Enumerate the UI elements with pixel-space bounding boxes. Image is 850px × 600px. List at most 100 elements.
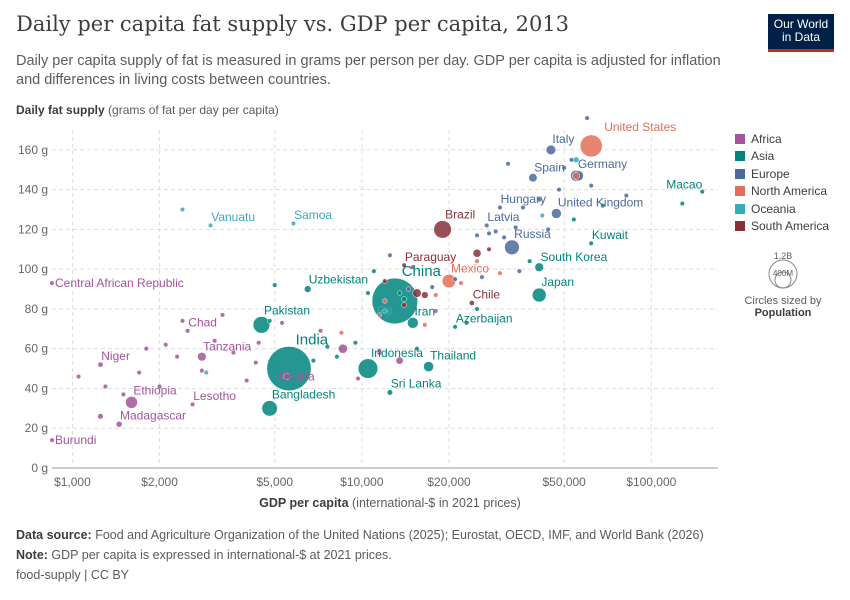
legend-item[interactable]: North America <box>735 183 829 201</box>
point-label: Bangladesh <box>272 388 335 402</box>
data-point <box>376 312 382 318</box>
data-point <box>623 193 629 199</box>
data-point <box>253 360 259 366</box>
y-axis-label-bold: Daily fat supply <box>16 103 105 117</box>
data-point <box>486 230 492 236</box>
data-point <box>179 318 186 324</box>
data-source-label: Data source: <box>16 528 92 542</box>
data-point <box>452 276 458 282</box>
data-point <box>484 222 490 228</box>
data-point <box>304 285 312 293</box>
data-point <box>472 249 482 258</box>
data-point <box>458 280 464 286</box>
legend-item[interactable]: Africa <box>735 130 829 148</box>
data-point <box>355 375 361 382</box>
data-point <box>534 262 544 272</box>
data-point <box>382 308 388 314</box>
data-point <box>433 308 439 314</box>
point-label: Japan <box>541 275 574 289</box>
data-point <box>338 330 344 336</box>
data-point <box>412 288 422 298</box>
data-point <box>421 291 429 299</box>
point-label: Madagascar <box>120 408 186 422</box>
data-point <box>203 370 209 376</box>
legend-item[interactable]: Oceania <box>735 200 829 218</box>
credit[interactable]: food-supply | CC BY <box>16 568 130 582</box>
data-source: Data source: Food and Agriculture Organi… <box>16 528 704 542</box>
data-point <box>505 161 511 167</box>
size-legend-value: Population <box>754 307 812 319</box>
data-point <box>401 262 407 268</box>
data-point <box>365 290 371 296</box>
x-tick-label: $1,000 <box>54 475 91 489</box>
legend-item[interactable]: Asia <box>735 148 829 166</box>
data-point <box>551 208 562 219</box>
point-label: South Korea <box>541 250 608 264</box>
point-label: Sri Lanka <box>391 377 442 391</box>
data-point <box>452 324 458 330</box>
point-label: China <box>402 263 442 280</box>
point-label: Latvia <box>487 210 519 224</box>
data-point <box>588 240 594 246</box>
logo-line-2: in Data <box>781 30 821 44</box>
data-point <box>479 274 485 280</box>
data-point <box>556 187 562 193</box>
legend-label: Asia <box>751 149 775 164</box>
data-point <box>136 370 142 376</box>
legend-swatch <box>735 203 745 214</box>
point-label: Azerbaijan <box>456 312 513 326</box>
data-source-text: Food and Agriculture Organization of the… <box>91 528 704 542</box>
data-point <box>464 320 470 326</box>
legend-item[interactable]: South America <box>735 218 829 236</box>
data-point <box>97 413 104 420</box>
data-point <box>382 298 388 304</box>
point-label: Ethiopia <box>133 383 177 397</box>
data-point <box>474 306 480 312</box>
point-label: Brazil <box>445 208 475 222</box>
legend-item[interactable]: Europe <box>735 165 829 183</box>
data-point <box>179 206 186 213</box>
point-label: Kuwait <box>592 228 629 242</box>
x-axis-label-rest: (international-$ in 2021 prices) <box>348 496 521 510</box>
data-point <box>539 212 545 219</box>
data-point <box>76 373 82 380</box>
data-point <box>207 222 214 228</box>
data-point <box>527 258 533 264</box>
data-point <box>497 270 503 276</box>
data-point <box>256 340 262 346</box>
point-label: Chile <box>473 287 501 301</box>
data-point <box>497 204 503 211</box>
legend-label: South America <box>751 219 830 234</box>
data-point <box>401 296 407 302</box>
data-point <box>579 134 603 158</box>
size-legend-small-label: 400M <box>773 269 793 278</box>
data-point <box>414 346 420 352</box>
data-point <box>699 189 705 195</box>
chart-note-label: Note: <box>16 548 48 562</box>
y-tick-label: 160 g <box>18 143 48 157</box>
data-point <box>49 437 55 443</box>
data-point <box>102 383 108 390</box>
x-tick-label: $5,000 <box>256 475 293 489</box>
data-point <box>279 320 285 326</box>
data-point <box>423 361 434 372</box>
tick-labels: 0 g 20 g 40 g 60 g 80 g 100 g 120 g 140 g 160 g $… <box>18 143 677 489</box>
data-point <box>219 312 226 318</box>
data-point <box>407 317 419 329</box>
point-label: Mexico <box>451 261 489 275</box>
data-point <box>504 239 520 255</box>
legend-swatch <box>735 168 745 179</box>
data-point <box>513 224 519 230</box>
owid-logo[interactable]: Our World in Data <box>768 14 834 52</box>
point-label: Italy <box>552 132 574 146</box>
data-point <box>531 287 547 303</box>
x-axis-label-bold: GDP per capita <box>259 496 349 510</box>
data-point <box>493 228 499 234</box>
data-point <box>536 197 542 203</box>
legend-swatch <box>735 133 745 144</box>
data-point <box>422 322 428 328</box>
point-label: United States <box>604 120 676 134</box>
data-point <box>199 368 205 374</box>
x-tick-label: $100,000 <box>626 475 676 489</box>
